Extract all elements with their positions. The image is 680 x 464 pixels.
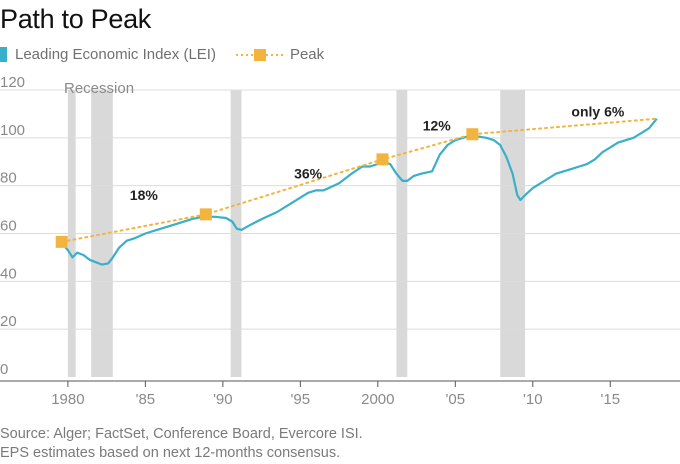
- peak-legend-label: Peak: [289, 46, 325, 63]
- lei-legend-swatch: [0, 47, 7, 62]
- y-tick-label-80: 80: [0, 170, 17, 187]
- source-line-1: Source: Alger; FactSet, Conference Board…: [0, 426, 363, 442]
- chart-title: Path to Peak: [0, 4, 152, 34]
- peak-line: [60, 117, 658, 243]
- annotation-2: 12%: [423, 118, 452, 134]
- y-tick-label-120: 120: [0, 74, 25, 91]
- peak-marker-2: [376, 153, 389, 166]
- annotation-1: 36%: [294, 165, 323, 181]
- annotation-3: only 6%: [571, 103, 624, 119]
- peak-legend-marker: [235, 48, 284, 61]
- x-tick-label-2000: 2000: [361, 391, 394, 408]
- peak-legend-item: Peak: [235, 46, 325, 63]
- peak-marker-1: [199, 208, 212, 221]
- x-tick-label-1985: '85: [136, 391, 156, 408]
- x-tick-label-1990: '90: [213, 391, 233, 408]
- source-line-2: EPS estimates based on next 12-months co…: [0, 445, 341, 461]
- x-tick-label-2010: '10: [523, 391, 543, 408]
- y-tick-label-40: 40: [0, 265, 17, 282]
- y-tick-label-20: 20: [0, 313, 17, 330]
- y-tick-label-100: 100: [0, 122, 25, 139]
- y-tick-label-60: 60: [0, 218, 17, 235]
- lei-legend-label: Leading Economic Index (LEI): [15, 46, 216, 63]
- annotation-0: 18%: [130, 187, 159, 203]
- x-tick-label-1980: 1980: [51, 391, 84, 408]
- y-tick-label-0: 0: [0, 361, 8, 378]
- peak-marker-0: [55, 235, 68, 248]
- legend: Leading Economic Index (LEI) Peak: [0, 46, 324, 63]
- peak-marker-3: [466, 128, 479, 141]
- x-tick-label-2015: '15: [600, 391, 620, 408]
- x-tick-label-2005: '05: [446, 391, 466, 408]
- lei-line: [60, 118, 658, 266]
- source-note: Source: Alger; FactSet, Conference Board…: [0, 425, 363, 463]
- recession-label: Recession: [64, 80, 134, 97]
- x-tick-label-1995: '95: [291, 391, 311, 408]
